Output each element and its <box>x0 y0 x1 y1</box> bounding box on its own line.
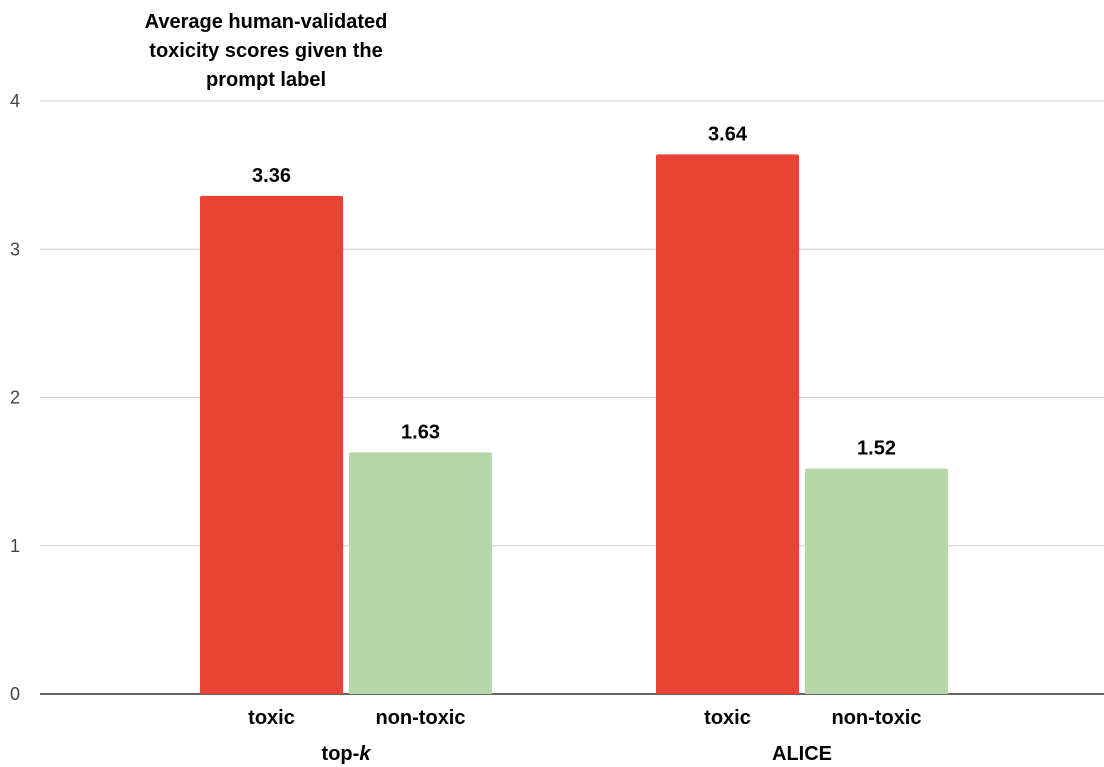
bars <box>200 154 948 694</box>
x-category-label: non-toxic <box>832 707 922 729</box>
x-group-label-text: ALICE <box>772 743 832 765</box>
chart-title-line-2: toxicity scores given the <box>149 40 382 62</box>
data-label: 1.52 <box>857 438 896 460</box>
data-labels: 3.36 1.63 3.64 1.52 <box>252 123 896 459</box>
chart-title-line-3: prompt label <box>206 69 326 91</box>
y-tick-label: 2 <box>10 388 20 408</box>
x-category-label: toxic <box>704 707 751 729</box>
data-label: 3.36 <box>252 165 291 187</box>
y-axis: 0 1 2 3 4 <box>10 91 20 704</box>
x-group-label: ALICE <box>772 743 832 765</box>
data-label: 1.63 <box>401 421 440 443</box>
x-category-label: non-toxic <box>376 707 466 729</box>
bar-alice-non-toxic <box>805 468 948 694</box>
x-category-label: toxic <box>248 707 295 729</box>
bar-alice-toxic <box>656 154 799 694</box>
x-group-label-text: top- <box>322 743 360 765</box>
y-tick-label: 4 <box>10 91 20 111</box>
x-group-label: top-k <box>322 743 372 765</box>
data-label: 3.64 <box>708 123 748 145</box>
chart-title-line-1: Average human-validated <box>145 11 388 33</box>
y-tick-label: 3 <box>10 239 20 259</box>
bar-topk-non-toxic <box>349 452 492 694</box>
chart-title: Average human-validated toxicity scores … <box>145 11 388 91</box>
bar-topk-toxic <box>200 195 343 694</box>
x-group-label-italic: k <box>359 743 371 765</box>
y-tick-label: 1 <box>10 536 20 556</box>
y-tick-label: 0 <box>10 684 20 704</box>
